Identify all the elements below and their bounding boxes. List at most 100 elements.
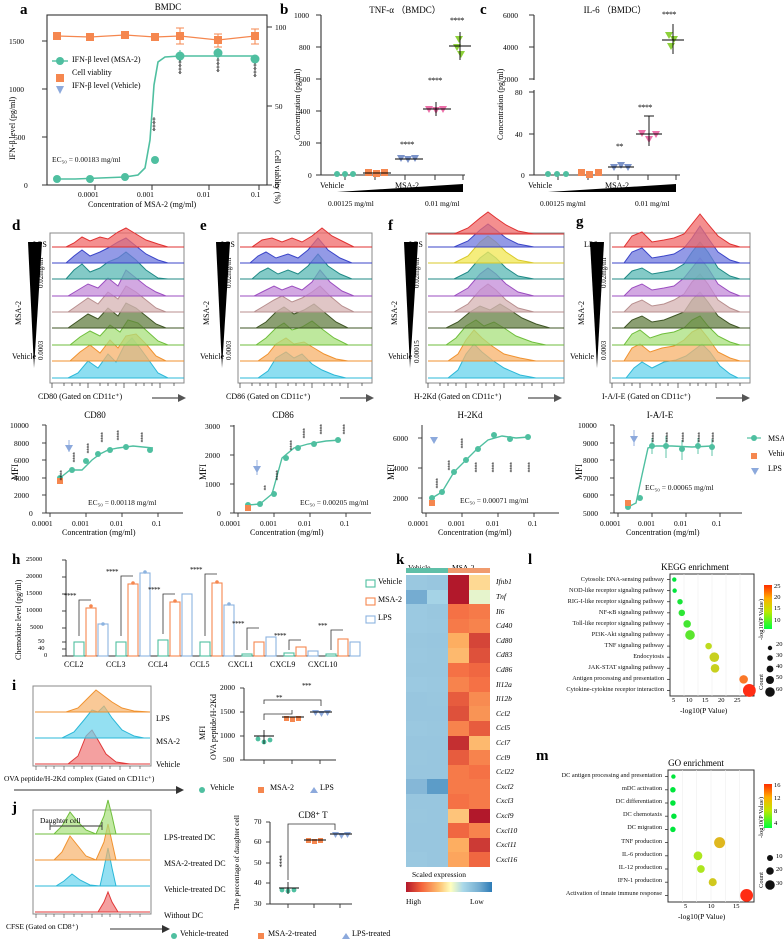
- heatmap-cell: [427, 779, 449, 795]
- heatmap-cell: [469, 779, 491, 795]
- panel-l-cbtick-2: 15: [774, 605, 781, 612]
- panel-d-ytick-0: 0: [29, 509, 33, 518]
- heatmap-row-label: Cd83: [496, 650, 513, 660]
- panel-h-ytick-15000: 15000: [26, 590, 43, 597]
- heatmap-cell: [427, 823, 449, 839]
- panel-j-legend-tri-2: [342, 933, 350, 939]
- enrichment-dot: [683, 620, 691, 628]
- panel-d-sig-0: ****: [56, 470, 62, 480]
- heatmap-cell: [406, 750, 428, 766]
- panel-c-range-low: 0.00125 mg/ml: [540, 199, 586, 208]
- panel-a-ytick-1000: 1000: [9, 85, 24, 94]
- panel-j-ytick-30: 30: [254, 899, 262, 908]
- panel-l-xtick-3: 20: [718, 697, 725, 704]
- panel-h-ytick-50: 50: [38, 638, 45, 645]
- heatmap-cell: [427, 604, 449, 620]
- heatmap-cell: [406, 633, 428, 649]
- heatmap-cell: [469, 691, 491, 707]
- panel-a-xtick-4: 0.1: [251, 190, 261, 199]
- enrichment-term-label: DC chemotaxis: [623, 811, 662, 819]
- panel-g-legend-2: LPS: [768, 464, 782, 473]
- panel-g-flow-xlabel: I-A/I-E (Gated on CD11c⁺): [602, 392, 691, 401]
- panel-l-sizetick-2: 40: [776, 663, 783, 670]
- panel-m-term-labels: DC antigen processing and presentation mD…: [528, 770, 666, 900]
- panel-m-xtick-0: 5: [684, 903, 688, 910]
- panel-m-cbtick-2: 8: [774, 808, 778, 815]
- panel-g-xtick-1: 0.0001: [600, 519, 621, 528]
- enrichment-dot: [671, 774, 676, 779]
- panel-f-flow-xlabel: H-2Kd (Gated on CD11c⁺): [414, 392, 502, 401]
- panel-m-sizetick-0: 10: [776, 853, 783, 860]
- panel-a-xtick-1: 0.0001: [78, 190, 99, 199]
- panel-a-ytick-r50: 50: [275, 102, 283, 111]
- panel-a-ytick-r100: 100: [275, 23, 287, 32]
- panel-d-xtick-1: 0.0001: [32, 519, 53, 528]
- heatmap-row-label: Cd86: [496, 664, 513, 674]
- panel-f-xtick-4: 0.1: [528, 519, 538, 528]
- panel-d-sig-2: ****: [83, 443, 89, 453]
- heatmap-cell: [448, 764, 470, 780]
- panel-e-ec50: EC₅₀ = 0.00205 mg/ml: [300, 498, 369, 507]
- panel-g-ytick-8000: 8000: [583, 456, 598, 465]
- panel-i-legend-1: MSA-2: [270, 783, 295, 792]
- panel-label-k: k: [396, 552, 405, 568]
- panel-a-sig-1: ****: [174, 60, 183, 74]
- heatmap-row-label: Ccl22: [496, 767, 514, 777]
- panel-h-sig-0: ****: [64, 592, 77, 600]
- enrichment-dot: [708, 878, 717, 887]
- panel-e-top-label: LPS: [221, 240, 235, 249]
- panel-g-sig-0: ****: [648, 432, 654, 442]
- panel-a-ytick-500: 500: [14, 133, 26, 142]
- panel-i-row-1: MSA-2: [156, 737, 181, 746]
- heatmap-cell: [448, 721, 470, 736]
- panel-h-sig-1: ****: [106, 568, 119, 576]
- panel-h-legend-1: MSA-2: [378, 595, 403, 604]
- heatmap-cell: [448, 604, 470, 620]
- enrichment-term-label: RIG-I-like receptor signaling pathway: [567, 597, 664, 605]
- heatmap-cell: [427, 575, 449, 590]
- heatmap-cell: [448, 852, 470, 868]
- heatmap-cell: [469, 618, 491, 634]
- panel-g-conc-high: 0.02mg/ml: [600, 257, 608, 288]
- panel-f-sig-0: ****: [432, 478, 438, 488]
- panel-label-a: a: [20, 2, 28, 18]
- panel-j-row-2: Vehicle-treated DC: [164, 885, 226, 894]
- heatmap-cell: [427, 764, 449, 780]
- panel-f-xtick-1: 0.0001: [408, 519, 429, 528]
- panel-i-legend-square-1: [258, 787, 264, 793]
- heatmap-cell: [406, 691, 428, 707]
- panel-b-sig-0: ****: [400, 140, 415, 149]
- panel-h-xtick-3: CCL5: [190, 660, 210, 669]
- panel-i-arrow-icon: [14, 786, 184, 794]
- panel-g-arrow-icon: [716, 394, 750, 402]
- panel-h-ytick-0: 0: [44, 652, 48, 659]
- panel-l-sizetick-1: 30: [776, 652, 783, 659]
- panel-j-legend-square-1: [258, 933, 264, 939]
- panel-g-sig-1: ****: [662, 432, 668, 442]
- panel-l-xtick-1: 10: [686, 697, 693, 704]
- panel-d-grad-label: MSA-2: [14, 300, 23, 325]
- panel-i-row-2: Vehicle: [156, 760, 180, 769]
- heatmap-cell: [448, 735, 470, 751]
- heatmap-cell: [427, 706, 449, 722]
- heatmap-row-label: Cxcl3: [496, 796, 514, 806]
- panel-h-xtick-1: CCL3: [106, 660, 126, 669]
- panel-d-ytick-2000: 2000: [14, 491, 29, 500]
- panel-e-ytick-1000: 1000: [205, 480, 220, 489]
- heatmap-cell: [406, 837, 428, 853]
- heatmap-cell: [406, 779, 428, 795]
- panel-j-legend-1: MSA-2-treated: [268, 929, 317, 938]
- panel-g-ytick-5000: 5000: [583, 509, 598, 518]
- panel-f-ytick-4000: 4000: [393, 464, 408, 473]
- panel-d-sig-4: ****: [113, 430, 119, 440]
- heatmap-cell: [448, 633, 470, 649]
- panel-h-ytick-40: 40: [38, 645, 45, 652]
- panel-g-xtick-4: 0.1: [712, 519, 722, 528]
- panel-j-flow-xlabel: CFSE (Gated on CD8⁺): [6, 922, 79, 931]
- panel-m-sizetick-2: 30: [776, 880, 783, 887]
- heatmap-cell: [469, 794, 491, 809]
- panel-e-conc-high: 0.02mg/ml: [225, 257, 233, 288]
- panel-g-conc-low: 0.0003: [600, 340, 608, 360]
- panel-a-plot: [42, 14, 272, 190]
- heatmap-cell: [469, 604, 491, 620]
